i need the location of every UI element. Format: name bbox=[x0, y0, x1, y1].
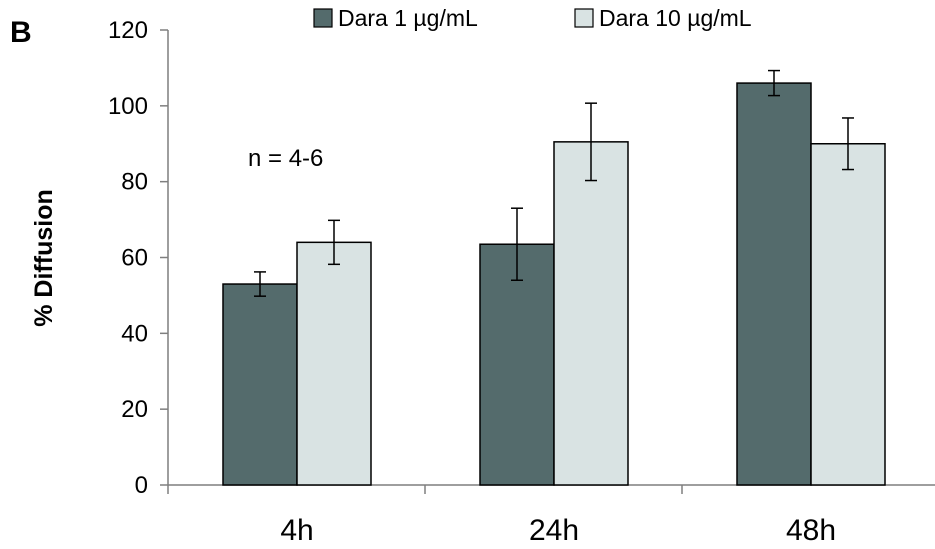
x-tick-label: 24h bbox=[529, 514, 579, 547]
y-tick-label: 100 bbox=[108, 93, 148, 120]
x-tick-label: 48h bbox=[786, 514, 836, 547]
bar bbox=[296, 241, 372, 486]
bar bbox=[736, 82, 812, 486]
bar bbox=[810, 143, 886, 486]
bars bbox=[222, 69, 886, 486]
legend-label: Dara 10 µg/mL bbox=[599, 5, 752, 31]
legend-swatch bbox=[313, 8, 333, 28]
y-tick-label: 40 bbox=[121, 320, 148, 347]
bar bbox=[222, 283, 298, 486]
y-tick-label: 60 bbox=[121, 245, 148, 272]
legend-label: Dara 1 µg/mL bbox=[338, 5, 478, 31]
y-axis-title: % Diffusion bbox=[30, 189, 58, 327]
y-tick-label: 120 bbox=[108, 17, 148, 44]
x-axis: 4h 24h 48h bbox=[167, 484, 935, 547]
bar bbox=[553, 141, 629, 486]
legend: Dara 1 µg/mL Dara 10 µg/mL bbox=[313, 5, 752, 31]
x-tick-label: 4h bbox=[280, 514, 313, 547]
y-axis: 0 20 40 60 80 100 120 bbox=[108, 17, 169, 499]
annotation-sample-size: n = 4-6 bbox=[248, 145, 323, 172]
legend-swatch bbox=[574, 8, 594, 28]
panel-label: B bbox=[10, 16, 32, 49]
y-tick-label: 20 bbox=[121, 396, 148, 423]
y-tick-label: 0 bbox=[135, 472, 148, 499]
y-tick-label: 80 bbox=[121, 169, 148, 196]
